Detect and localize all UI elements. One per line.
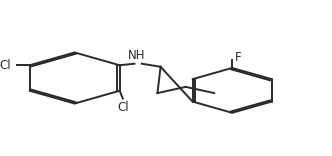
- Text: Cl: Cl: [117, 101, 128, 114]
- Text: F: F: [235, 51, 241, 64]
- Text: Cl: Cl: [0, 59, 11, 72]
- Text: NH: NH: [128, 49, 146, 62]
